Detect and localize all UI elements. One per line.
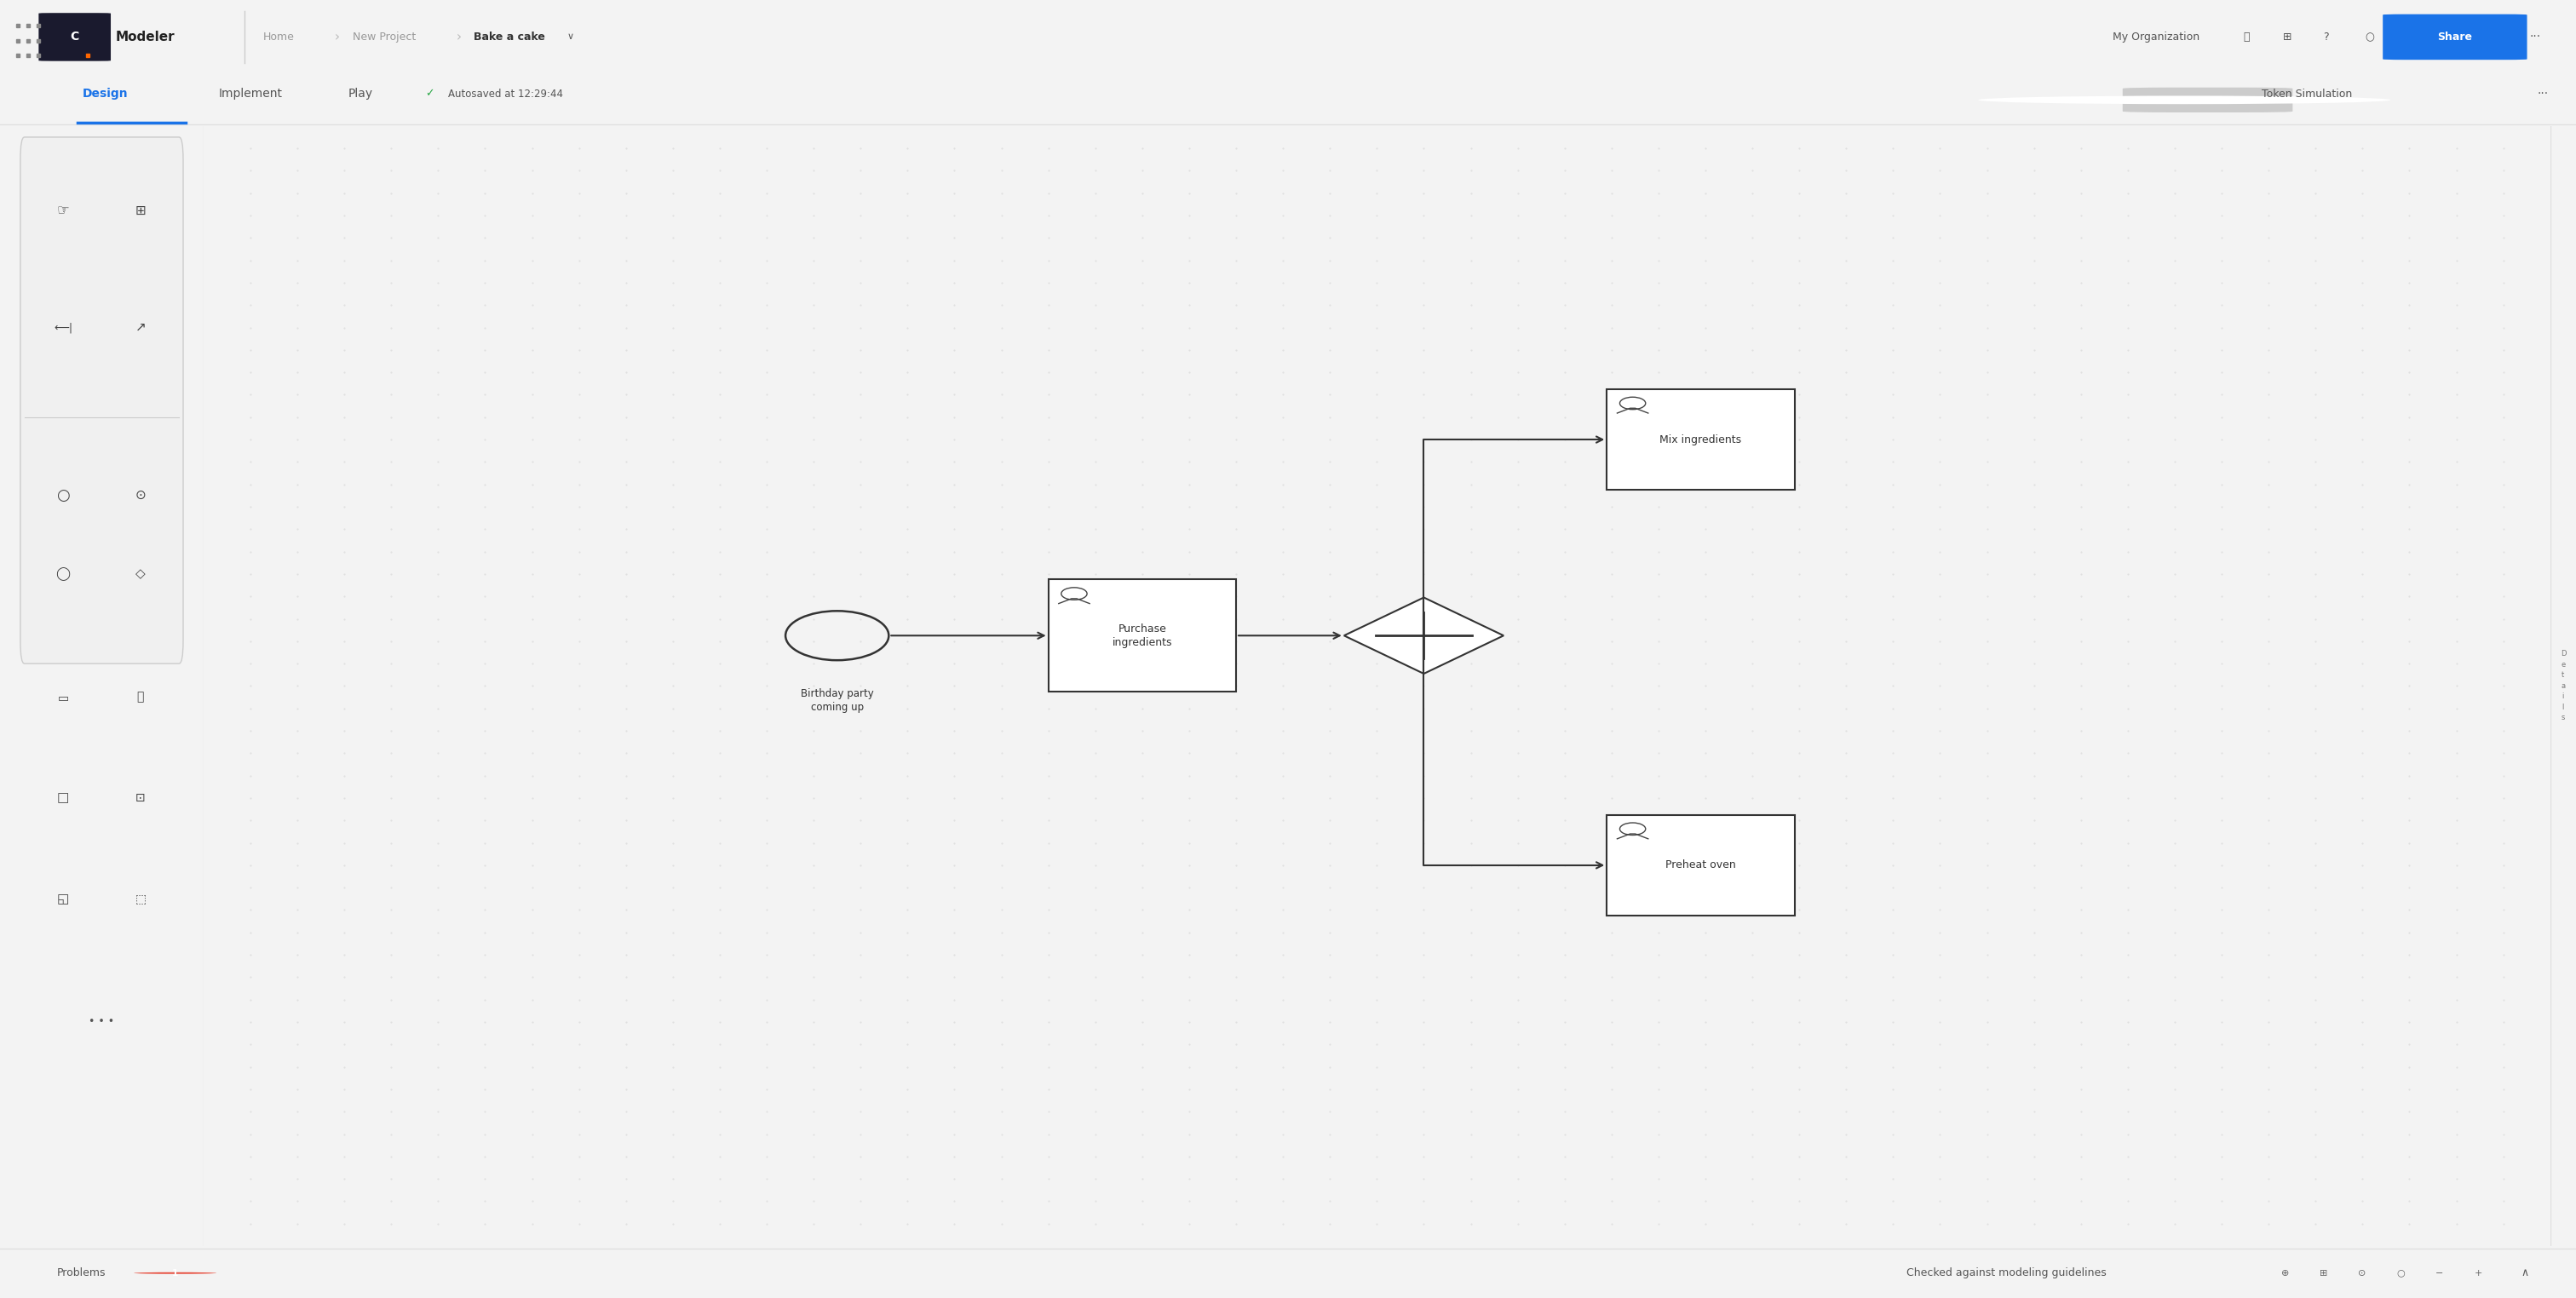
Text: Share: Share [2437, 31, 2473, 43]
Text: ∨: ∨ [567, 32, 574, 42]
Text: ☞: ☞ [57, 204, 70, 218]
Text: ⬜: ⬜ [137, 692, 144, 704]
Text: ⊕: ⊕ [2280, 1269, 2290, 1277]
Text: ○: ○ [2396, 1269, 2406, 1277]
Text: Problems: Problems [57, 1268, 106, 1279]
FancyBboxPatch shape [21, 138, 183, 663]
Text: Mix ingredients: Mix ingredients [1659, 434, 1741, 445]
Text: ◇: ◇ [137, 567, 144, 580]
FancyBboxPatch shape [1048, 580, 1236, 692]
Text: Bake a cake: Bake a cake [474, 31, 546, 43]
FancyBboxPatch shape [1607, 815, 1795, 915]
Text: +: + [2473, 1269, 2483, 1277]
Text: ⟵|: ⟵| [54, 322, 72, 334]
Text: New Project: New Project [353, 31, 417, 43]
Text: ▭: ▭ [57, 692, 70, 704]
Text: ◯: ◯ [57, 567, 70, 580]
Text: Token Simulation: Token Simulation [2262, 88, 2352, 99]
Text: Purchase
ingredients: Purchase ingredients [1113, 623, 1172, 648]
Text: ⊙: ⊙ [134, 489, 147, 502]
Text: ✓: ✓ [425, 88, 433, 99]
Text: ⬚: ⬚ [134, 893, 147, 905]
FancyBboxPatch shape [2123, 87, 2293, 113]
Text: Autosaved at 12:29:44: Autosaved at 12:29:44 [448, 88, 564, 99]
Text: ⊞: ⊞ [134, 205, 147, 218]
Text: ○: ○ [57, 488, 70, 504]
FancyBboxPatch shape [1607, 389, 1795, 489]
Circle shape [1978, 96, 2391, 104]
Text: Home: Home [263, 31, 294, 43]
Text: ›: › [456, 31, 461, 43]
FancyBboxPatch shape [39, 13, 111, 61]
Text: D
e
t
a
i
l
s: D e t a i l s [2561, 650, 2566, 722]
Text: □: □ [57, 792, 70, 805]
Text: Implement: Implement [219, 88, 283, 100]
Text: My Organization: My Organization [2112, 31, 2200, 43]
Text: ›: › [335, 31, 340, 43]
Text: Modeler: Modeler [116, 31, 175, 43]
Text: Play: Play [348, 88, 374, 100]
Text: ◱: ◱ [57, 893, 70, 905]
Text: ⊙: ⊙ [2357, 1269, 2367, 1277]
Text: −: − [2434, 1269, 2445, 1277]
Text: Design: Design [82, 88, 129, 100]
Text: ↗: ↗ [134, 321, 147, 334]
Text: 🔔: 🔔 [2244, 31, 2249, 43]
FancyBboxPatch shape [2383, 14, 2527, 60]
Circle shape [134, 1272, 216, 1273]
Text: Birthday party
coming up: Birthday party coming up [801, 688, 873, 713]
Text: ○: ○ [2365, 31, 2375, 43]
Text: ···: ··· [2530, 31, 2540, 43]
Text: 1: 1 [173, 1269, 178, 1277]
Text: Preheat oven: Preheat oven [1667, 859, 1736, 871]
Text: • • •: • • • [90, 1016, 113, 1028]
Text: C: C [70, 31, 80, 43]
Text: ···: ··· [2537, 88, 2548, 100]
Text: ∧: ∧ [2519, 1268, 2530, 1279]
Text: ?: ? [2324, 31, 2329, 43]
Text: ⊞: ⊞ [2282, 31, 2293, 43]
Text: ⊞: ⊞ [2318, 1269, 2329, 1277]
Text: Checked against modeling guidelines: Checked against modeling guidelines [1906, 1268, 2107, 1279]
Text: ⊡: ⊡ [137, 792, 144, 803]
Polygon shape [1345, 597, 1504, 674]
